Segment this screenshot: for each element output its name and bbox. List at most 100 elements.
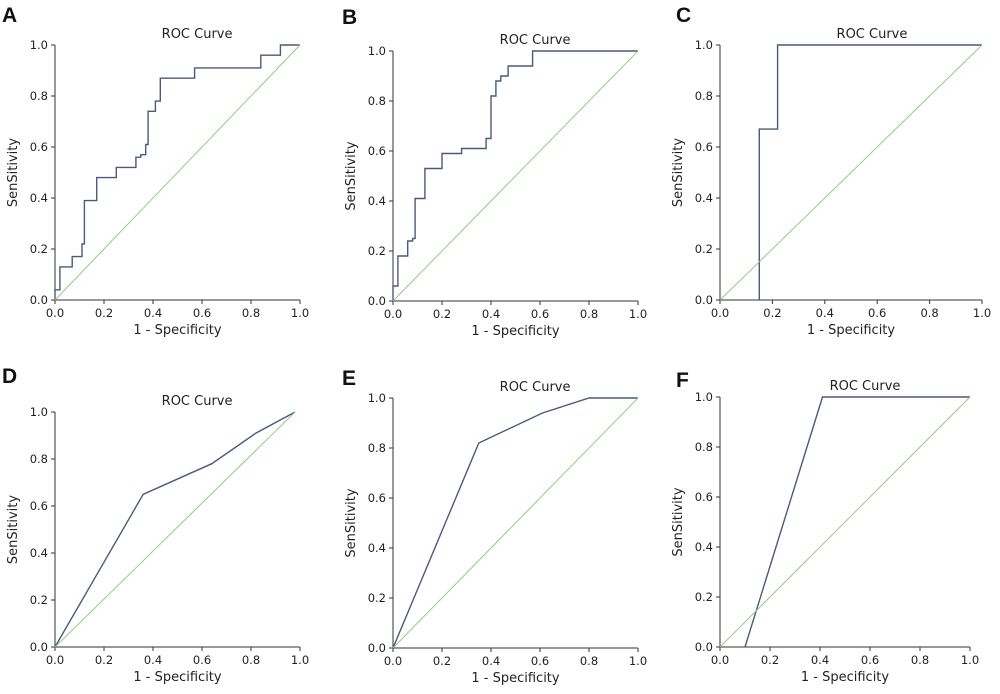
y-axis-label: SenSitivity [6,138,21,207]
panel-letter: F [676,369,689,392]
x-tick-label: 0.6 [868,306,886,320]
x-tick-label: 0.8 [911,653,929,667]
roc-panel-d: D ROC Curve 0.0 0.2 0.4 0.6 0.8 1.0 0.0 0.2 0.4 0.6… [2,365,309,685]
x-tick-label: 0.4 [144,306,162,320]
chart-title: ROC Curve [162,394,233,409]
y-tick-label: 0.0 [368,641,386,655]
axes [54,412,300,648]
y-tick-label: 0.8 [368,441,386,455]
roc-curve [758,44,982,300]
x-tick-label: 0.2 [433,654,451,668]
x-tick-label: 0.0 [384,307,402,321]
y-tick-label: 1.0 [30,405,48,419]
reference-line [719,396,971,648]
reference-line [54,44,301,301]
x-tick-label: 0.2 [95,653,113,667]
y-tick-label: 1.0 [368,44,386,58]
y-tick-label: 0.4 [368,541,386,555]
x-tick-label: 0.8 [580,654,598,668]
y-axis-label: SenSitivity [671,487,686,556]
roc-panel-b: B ROC Curve 0.0 0.2 0.4 0.6 0.8 1.0 0.0 0.2 0.4 0.6… [342,6,647,339]
y-tick-label: 0.0 [695,640,713,654]
y-tick-label: 0.6 [368,144,386,158]
x-tick-label: 0.0 [384,654,402,668]
y-tick-label: 1.0 [695,38,713,52]
y-axis-label: SenSitivity [344,488,359,557]
reference-line [719,44,983,301]
x-tick-label: 0.8 [920,306,938,320]
y-tick-label: 1.0 [30,38,48,52]
x-tick-label: 0.6 [531,654,549,668]
reference-line [54,411,296,648]
roc-curve [392,50,638,301]
y-tick-label: 0.0 [30,640,48,654]
x-tick-label: 0.8 [242,306,260,320]
y-tick-label: 0.4 [30,191,48,205]
x-tick-label: 0.0 [46,306,64,320]
y-axis-label: SenSitivity [6,495,21,564]
y-tick-label: 0.0 [30,293,48,307]
y-tick-label: 0.4 [695,191,713,205]
roc-panel-e: E ROC Curve 0.0 0.2 0.4 0.6 0.8 1.0 0.0 0.2 0.4 0.6… [342,367,647,686]
y-tick-label: 0.8 [30,452,48,466]
panel-letter: C [676,4,691,27]
x-axis-label: 1 - Specificity [133,323,222,338]
x-tick-label: 1.0 [291,306,309,320]
y-tick-label: 0.6 [30,499,48,513]
x-tick-label: 0.4 [482,654,500,668]
x-tick-label: 1.0 [629,654,647,668]
roc-curve [392,397,638,649]
y-axis-label: SenSitivity [671,138,686,207]
x-tick-label: 1.0 [961,653,979,667]
y-tick-label: 0.6 [695,140,713,154]
x-axis-label: 1 - Specificity [471,671,560,686]
y-tick-label: 0.6 [695,490,713,504]
reference-line [392,50,639,302]
reference-line [392,397,639,649]
chart-title: ROC Curve [500,33,571,48]
panel-letter: E [342,367,356,390]
x-axis-label: 1 - Specificity [133,670,222,685]
y-tick-label: 0.4 [30,546,48,560]
x-tick-label: 0.4 [816,306,834,320]
y-tick-label: 0.4 [695,540,713,554]
x-tick-label: 0.0 [711,306,729,320]
y-axis-label: SenSitivity [344,141,359,210]
x-tick-label: 1.0 [291,653,309,667]
chart-title: ROC Curve [837,27,908,42]
y-tick-label: 0.8 [695,440,713,454]
roc-panel-c: C ROC Curve 0.0 0.2 0.4 0.6 0.8 1.0 0.0 0.2 0.4 0.6… [671,4,991,338]
y-tick-label: 0.2 [30,242,48,256]
y-tick-label: 0.6 [368,491,386,505]
y-tick-label: 0.8 [695,89,713,103]
x-tick-label: 0.0 [711,653,729,667]
panel-letter: A [2,4,17,27]
y-tick-label: 1.0 [695,390,713,404]
y-tick-label: 0.8 [30,89,48,103]
roc-curve [744,396,970,648]
y-tick-label: 0.2 [695,242,713,256]
x-tick-label: 0.4 [811,653,829,667]
y-tick-label: 0.2 [368,591,386,605]
chart-title: ROC Curve [500,380,571,395]
roc-curve [54,411,296,648]
x-tick-label: 0.8 [580,307,598,321]
x-tick-label: 1.0 [973,306,991,320]
x-tick-label: 0.2 [433,307,451,321]
x-axis-label: 1 - Specificity [801,670,890,685]
x-tick-label: 0.6 [193,653,211,667]
x-axis-label: 1 - Specificity [471,324,560,339]
x-tick-label: 0.6 [193,306,211,320]
x-tick-label: 0.2 [763,306,781,320]
chart-title: ROC Curve [162,27,233,42]
x-tick-label: 0.4 [482,307,500,321]
y-tick-label: 1.0 [368,391,386,405]
roc-curve [54,44,300,300]
roc-panel-a: A ROC Curve 0.0 0.2 0.4 0.6 0.8 1.0 0.0 0.2 0.4 0.6… [2,4,309,338]
y-tick-label: 0.4 [368,194,386,208]
x-tick-label: 0.6 [531,307,549,321]
y-tick-label: 0.6 [30,140,48,154]
x-tick-label: 0.6 [861,653,879,667]
x-tick-label: 0.2 [95,306,113,320]
